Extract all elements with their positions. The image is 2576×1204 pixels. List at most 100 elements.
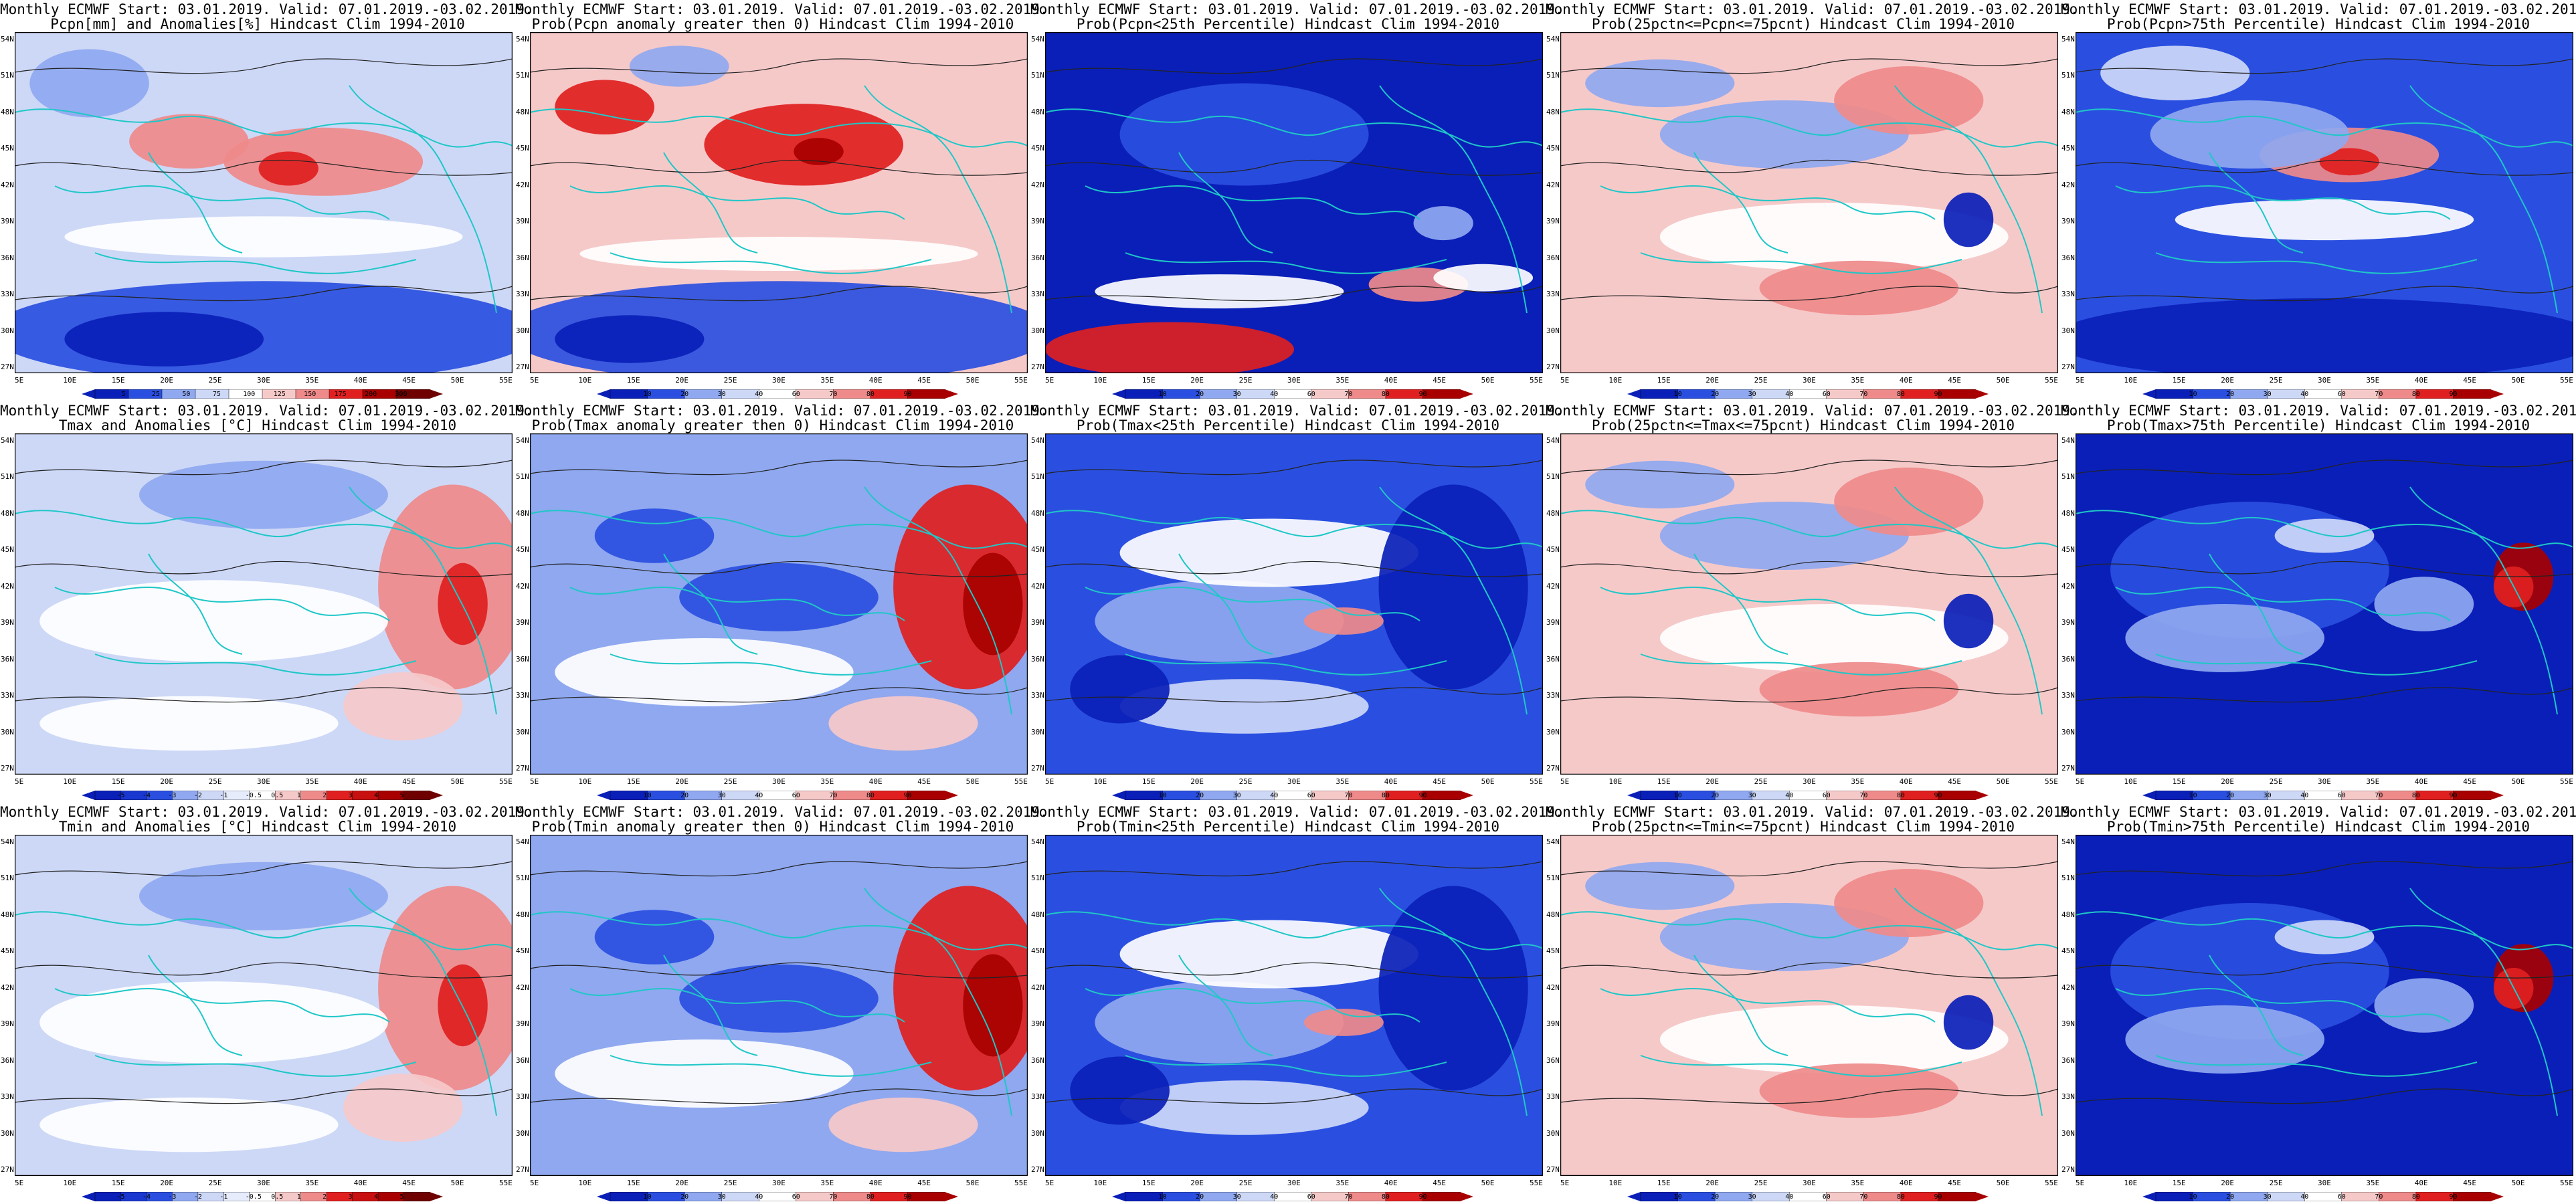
- anomaly-region: [579, 237, 978, 271]
- anomaly-region: [828, 696, 978, 751]
- contour-line: [2076, 1088, 2573, 1104]
- latitude-label: 54N: [2061, 436, 2075, 445]
- colorbar-tick-label: 60: [1307, 792, 1315, 799]
- contour-line: [15, 58, 513, 74]
- anomaly-region: [1585, 862, 1735, 910]
- coastline: [1045, 510, 1543, 549]
- colorbar-segment: [161, 389, 196, 399]
- colorbar-segment: [2453, 1192, 2491, 1201]
- longitude-label: 40E: [868, 777, 883, 786]
- latitude-label: 27N: [516, 363, 529, 371]
- contour-line: [530, 159, 1028, 176]
- longitude-label: 55E: [499, 777, 513, 786]
- colorbar-tick-label: -0.5: [245, 792, 262, 799]
- colorbar-tick-label: 70: [1859, 792, 1868, 799]
- colorbar-tick-label: -1: [219, 792, 228, 799]
- longitude-label: 20E: [1190, 1179, 1204, 1187]
- colorbar-segment: [796, 791, 834, 800]
- colorbar-tick-label: -3: [168, 1193, 177, 1201]
- panel-title-line-2: Prob(Tmax anomaly greater then 0) Hindca…: [531, 417, 1014, 433]
- panel-title-line-1: Monthly ECMWF Start: 03.01.2019. Valid: …: [2061, 1, 2576, 17]
- panel-title-line-1: Monthly ECMWF Start: 03.01.2019. Valid: …: [2061, 403, 2576, 419]
- colorbar-segment: [2193, 389, 2231, 399]
- colorbar-segment: [1162, 1192, 1200, 1201]
- longitude-label: 30E: [772, 777, 786, 786]
- longitude-label: 50E: [1481, 777, 1495, 786]
- colorbar: [597, 791, 958, 800]
- map-field: [15, 835, 513, 1176]
- colorbar-tick-label: 60: [792, 792, 800, 799]
- longitude-label: 55E: [2045, 376, 2058, 385]
- anomaly-region: [1585, 460, 1735, 509]
- longitude-label: 55E: [499, 376, 513, 385]
- colorbar-tick-label: 175: [334, 391, 347, 398]
- longitude-label: 35E: [1336, 1179, 1350, 1187]
- anomaly-region: [39, 580, 388, 662]
- longitude-label: 10E: [63, 376, 77, 385]
- latitude-label: 27N: [1546, 1165, 1560, 1174]
- latitude-label: 51N: [1031, 472, 1044, 482]
- coastline: [15, 510, 513, 549]
- colorbar-tick-label: 60: [792, 391, 800, 398]
- colorbar-tick-label: 10: [1673, 792, 1682, 799]
- panel-title-line-2: Prob(25pctn<=Tmin<=75pcnt) Hindcast Clim…: [1591, 819, 2015, 835]
- map-panel-pcpn-prob-mid: Monthly ECMWF Start: 03.01.2019. Valid: …: [1546, 0, 2079, 401]
- latitude-label: 30N: [2061, 727, 2075, 736]
- latitude-label: 30N: [1, 326, 14, 335]
- anomaly-region: [39, 981, 388, 1064]
- panel-title-line-2: Prob(Pcpn anomaly greater then 0) Hindca…: [531, 16, 1014, 32]
- map-field: [530, 433, 1028, 775]
- coastline: [2155, 1055, 2478, 1077]
- latitude-label: 33N: [2061, 691, 2075, 700]
- longitude-label: 45E: [1948, 376, 1962, 385]
- contour-line: [530, 962, 1028, 979]
- map-panel-tmax-anom: Monthly ECMWF Start: 03.01.2019. Valid: …: [0, 401, 533, 803]
- colorbar-tick-label: 80: [866, 391, 875, 398]
- longitude-label: 25E: [2269, 1179, 2283, 1187]
- latitude-label: 39N: [1, 618, 14, 627]
- latitude-label: 27N: [2061, 764, 2075, 773]
- longitude-label: 15E: [2172, 376, 2186, 385]
- colorbar-segment: [1788, 389, 1827, 399]
- longitude-label: 55E: [2045, 1179, 2058, 1187]
- colorbar-segment: [1752, 791, 1790, 800]
- longitude-label: 55E: [1014, 777, 1028, 786]
- anomaly-region: [1659, 1005, 2009, 1074]
- coastline: [94, 654, 417, 676]
- map-panel-pcpn-prob-gt75: Monthly ECMWF Start: 03.01.2019. Valid: …: [2061, 0, 2576, 401]
- colorbar-tick-label: 90: [1418, 391, 1427, 398]
- colorbar-tick-label: 10: [2189, 1193, 2197, 1201]
- contour-line: [1045, 561, 1543, 577]
- colorbar-segment: [907, 1192, 945, 1201]
- latitude-label: 51N: [1, 472, 14, 482]
- colorbar-tick-label: 40: [1785, 391, 1794, 398]
- colorbar-segment: [1311, 389, 1350, 399]
- colorbar-tick-label: 90: [2449, 391, 2458, 398]
- colorbar-tick-label: 60: [1822, 391, 1831, 398]
- latitude-label: 39N: [516, 217, 529, 226]
- coastline: [2209, 152, 2304, 254]
- longitude-label: 50E: [1481, 376, 1495, 385]
- colorbar-segment: [2453, 389, 2491, 399]
- latitude-label: 54N: [1031, 436, 1044, 445]
- anomaly-region: [64, 216, 463, 258]
- coastline: [148, 955, 243, 1056]
- longitude-label: 5E: [15, 777, 24, 786]
- coastline: [1640, 654, 1962, 676]
- latitude-label: 48N: [1, 508, 14, 518]
- longitude-label: 45E: [402, 376, 416, 385]
- panel-title-line-2: Prob(Tmax>75th Percentile) Hindcast Clim…: [2106, 417, 2531, 433]
- longitude-label: 30E: [257, 777, 270, 786]
- contour-line: [1560, 460, 2058, 476]
- colorbar-segment: [1714, 389, 1753, 399]
- colorbar-tick-label: 1: [296, 1193, 301, 1201]
- colorbar-segment: [907, 389, 945, 399]
- coastline: [1600, 587, 1936, 621]
- coastline: [530, 911, 1028, 950]
- map-panel-tmax-prob-pos: Monthly ECMWF Start: 03.01.2019. Valid: …: [515, 401, 1048, 803]
- contour-line: [2076, 286, 2573, 302]
- contour-line: [530, 561, 1028, 577]
- coastline: [530, 510, 1028, 549]
- longitude-label: 35E: [1336, 376, 1350, 385]
- map-frame: [15, 433, 513, 775]
